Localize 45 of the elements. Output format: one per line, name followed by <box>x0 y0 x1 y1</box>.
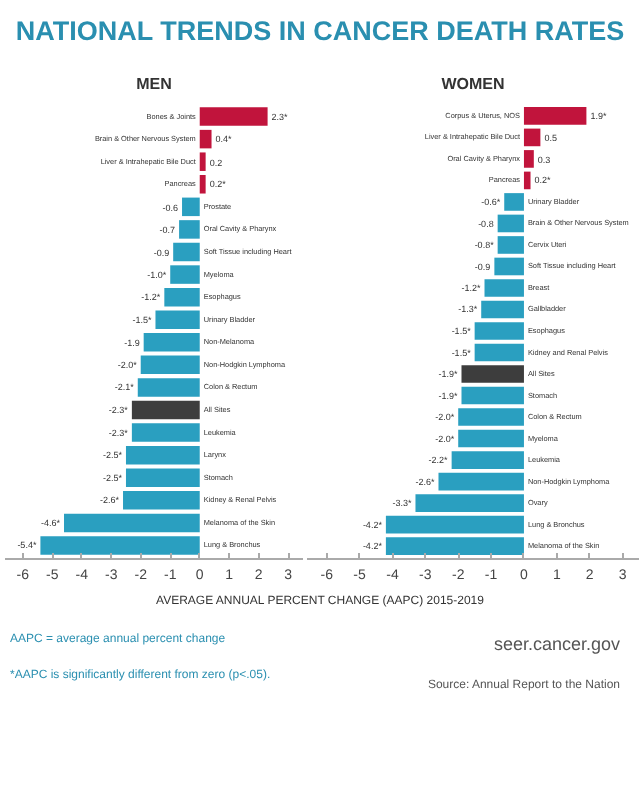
bar <box>484 279 524 298</box>
chart-subtitle: MEN <box>136 75 173 94</box>
bar <box>497 236 524 255</box>
bar <box>199 153 206 172</box>
bar <box>461 387 524 405</box>
bar <box>199 130 212 149</box>
bar <box>474 322 524 341</box>
bar <box>143 333 200 353</box>
bar <box>523 172 531 190</box>
bar <box>504 193 524 212</box>
chart-title: NATIONAL TRENDS IN CANCER DEATH RATES <box>15 14 625 50</box>
bar <box>164 288 200 307</box>
bar <box>481 301 524 319</box>
bar <box>385 537 524 556</box>
bar <box>131 423 200 443</box>
bar <box>40 536 200 556</box>
bar <box>137 378 200 398</box>
bar <box>199 175 206 195</box>
bar <box>170 265 200 285</box>
bar <box>451 451 524 470</box>
bar <box>155 311 200 330</box>
bar <box>131 401 200 420</box>
bar <box>179 220 200 240</box>
bar <box>64 514 200 533</box>
chart-subtitle: WOMEN <box>441 75 505 94</box>
bar <box>497 215 524 233</box>
bar <box>458 408 524 427</box>
bar <box>438 473 524 491</box>
text: seer.cancer.gov <box>493 631 620 658</box>
bar <box>125 446 200 465</box>
bar <box>458 430 524 448</box>
bar <box>125 469 200 488</box>
bar <box>123 491 200 511</box>
bar <box>173 243 200 262</box>
bar <box>415 494 524 513</box>
bar <box>461 365 524 384</box>
bar <box>140 356 200 375</box>
bar <box>523 150 534 169</box>
bar <box>199 107 268 127</box>
bar <box>182 198 200 217</box>
bar <box>385 516 524 534</box>
bar <box>474 344 524 362</box>
bar <box>523 107 587 126</box>
bar <box>523 129 541 147</box>
bar <box>494 258 524 276</box>
